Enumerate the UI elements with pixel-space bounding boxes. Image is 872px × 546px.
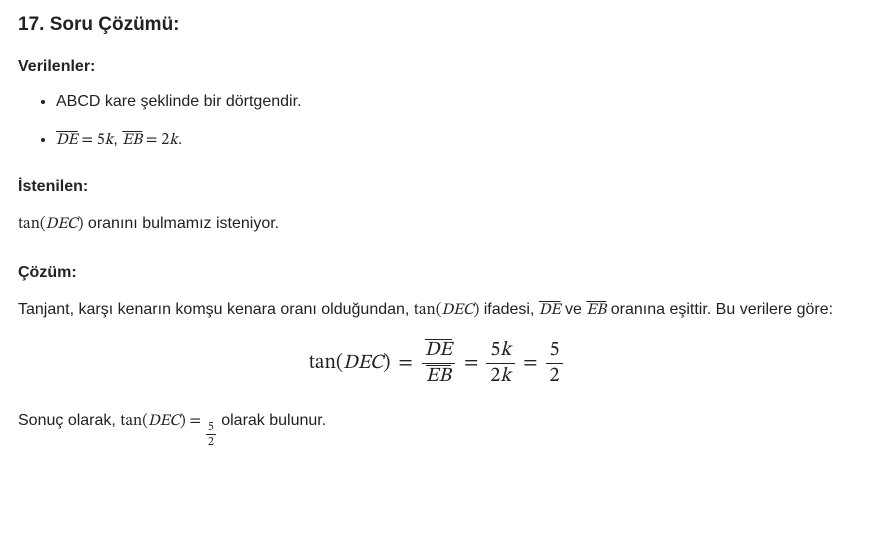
frac2-num-k: k xyxy=(500,340,511,360)
conclusion-line: Sonuç olarak, tan(DEC) = 52 olarak bulun… xyxy=(18,407,854,447)
fraction-de-eb: DE EB xyxy=(421,340,456,387)
angle-dec: DEC xyxy=(46,216,78,232)
segment-eb: EB xyxy=(122,132,142,148)
tan-open-2: tan( xyxy=(414,302,442,318)
display-equation: tan(DEC) = DE EB = 5k 2k = 5 2 xyxy=(18,340,854,387)
equals-3: = xyxy=(523,351,537,376)
tan-open-3: tan( xyxy=(120,413,148,429)
tan-open: tan( xyxy=(18,216,46,232)
sol-text-and: ve xyxy=(561,301,587,318)
frac2-num-5: 5 xyxy=(490,340,500,360)
frac2-den-k: k xyxy=(500,366,511,386)
var-k-2: k xyxy=(169,132,178,148)
equals-1: = xyxy=(398,351,412,376)
angle-dec-2: DEC xyxy=(441,302,473,318)
sol-text-3: oranına eşittir. Bu verilere göre: xyxy=(606,301,833,318)
period: . xyxy=(178,131,182,148)
segment-eb-2: EB xyxy=(586,302,606,318)
solution-paragraph: Tanjant, karşı kenarın komşu kenara oran… xyxy=(18,296,854,324)
wanted-heading: İstenilen: xyxy=(18,178,854,196)
frac2-den-2: 2 xyxy=(490,366,500,386)
frac3-num: 5 xyxy=(546,340,564,363)
frac1-num: DE xyxy=(425,340,452,360)
given-item-2: DE = 5k, EB = 2k. xyxy=(56,128,854,152)
segment-de-2: DE xyxy=(539,302,561,318)
comma: , xyxy=(113,131,122,148)
fraction-5k-2k: 5k 2k xyxy=(486,340,515,387)
given-item-1: ABCD kare şeklinde bir dörtgendir. xyxy=(56,90,854,114)
equals-inline: = xyxy=(186,413,205,429)
question-title: 17. Soru Çözümü: xyxy=(18,14,854,36)
eq-2: = 2 xyxy=(142,132,169,148)
conc-text-2: olarak bulunur. xyxy=(217,412,326,429)
given-heading: Verilenler: xyxy=(18,58,854,76)
wanted-line: tan(DEC) oranını bulmamız isteniyor. xyxy=(18,210,854,238)
solution-heading: Çözüm: xyxy=(18,264,854,282)
sol-text-1: Tanjant, karşı kenarın komşu kenara oran… xyxy=(18,301,414,318)
angle-dec-3: DEC xyxy=(148,413,180,429)
fraction-5-2-small: 52 xyxy=(206,421,216,448)
conc-text-1: Sonuç olarak, xyxy=(18,412,120,429)
equals-2: = xyxy=(464,351,478,376)
eq-5: = 5 xyxy=(78,132,105,148)
solution-document: 17. Soru Çözümü: Verilenler: ABCD kare ş… xyxy=(0,0,872,464)
segment-de: DE xyxy=(56,132,78,148)
wanted-text: oranını bulmamız isteniyor. xyxy=(83,215,279,232)
sol-text-2: ifadesi, xyxy=(479,301,539,318)
given-list: ABCD kare şeklinde bir dörtgendir. DE = … xyxy=(18,90,854,152)
eq-lhs: tan(DEC) xyxy=(309,351,391,376)
frac1-den: EB xyxy=(426,366,451,386)
fraction-5-2: 5 2 xyxy=(546,340,564,387)
frac3-den: 2 xyxy=(546,363,564,387)
